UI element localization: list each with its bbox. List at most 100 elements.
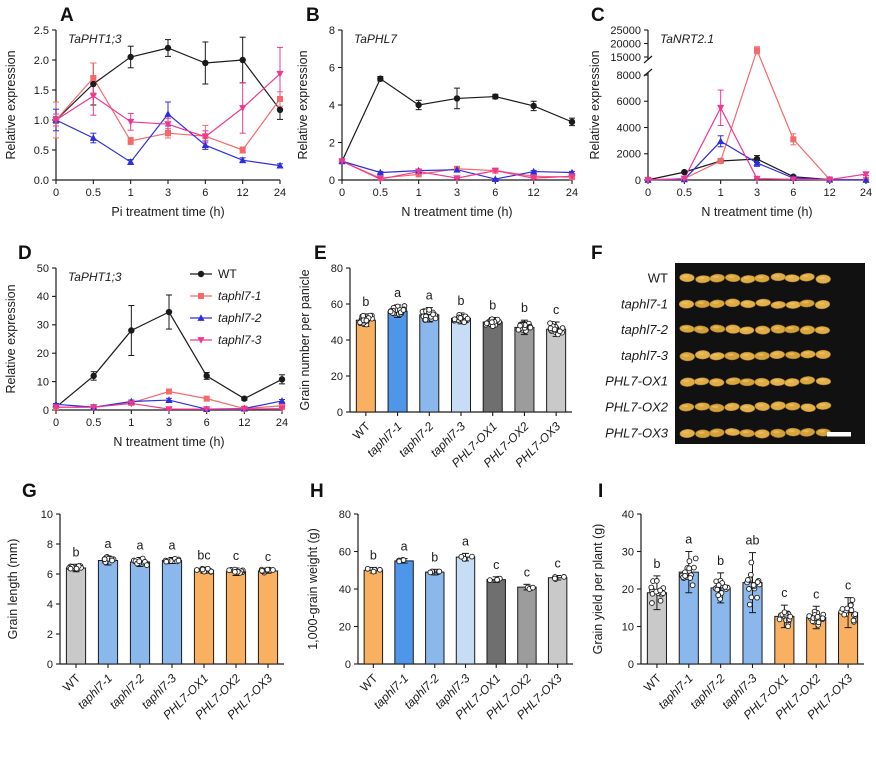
svg-text:b: b (521, 301, 528, 315)
svg-text:6: 6 (204, 417, 210, 429)
svg-text:24: 24 (274, 187, 286, 199)
svg-text:12: 12 (824, 187, 836, 199)
panel-D: D 0 10 20 30 40 50 0 0.5 1 3 6 12 24 N treatment time… (0, 230, 292, 480)
svg-text:1.5: 1.5 (34, 85, 49, 97)
svg-text:1.0: 1.0 (34, 115, 49, 127)
svg-text:Pi treatment time (h): Pi treatment time (h) (111, 205, 224, 219)
svg-text:WT: WT (218, 267, 237, 281)
svg-text:12: 12 (238, 417, 250, 429)
svg-text:N treatment time (h): N treatment time (h) (701, 205, 812, 219)
svg-text:c: c (524, 565, 530, 579)
svg-text:25000: 25000 (610, 25, 641, 37)
panel-G-label: G (22, 481, 37, 502)
panel-C: C 0 2000 4000 6000 8000 15000 20000 25000 0 0.5 1 3… (584, 0, 876, 230)
svg-text:1,000-grain weight (g): 1,000-grain weight (g) (306, 528, 320, 650)
svg-text:a: a (401, 540, 408, 554)
svg-text:a: a (169, 539, 176, 553)
svg-text:TaPHL7: TaPHL7 (354, 32, 398, 46)
panel-I: I 0 10 20 30 40 Grain yield per plant (g) b WT a… (585, 480, 876, 758)
svg-text:0.5: 0.5 (34, 145, 49, 157)
svg-text:60: 60 (331, 299, 343, 311)
svg-text:4: 4 (47, 599, 53, 611)
svg-text:40: 40 (37, 291, 49, 303)
svg-text:c: c (553, 303, 559, 317)
svg-text:30: 30 (37, 320, 49, 332)
svg-text:0: 0 (337, 407, 343, 419)
chart-D-svg: 0 10 20 30 40 50 0 0.5 1 3 6 12 24 N treatment time (… (4, 263, 288, 449)
svg-text:4000: 4000 (617, 122, 641, 134)
svg-text:40: 40 (331, 335, 343, 347)
panel-C-chart: 0 2000 4000 6000 8000 15000 20000 25000 0 0.5 1 3 6 1… (584, 0, 876, 235)
svg-text:taphl7-3: taphl7-3 (218, 333, 262, 347)
svg-text:0: 0 (43, 405, 49, 417)
panel-C-label: C (591, 5, 605, 26)
svg-text:3: 3 (166, 417, 172, 429)
svg-text:20000: 20000 (610, 38, 641, 50)
svg-text:Relative expression: Relative expression (4, 284, 18, 393)
svg-text:12: 12 (528, 187, 540, 199)
panel-B: B 0 2 4 6 8 0 0.5 1 3 6 12 24 N treatment time (h) Re… (292, 0, 584, 230)
svg-text:1: 1 (128, 417, 134, 429)
svg-text:0: 0 (628, 659, 634, 671)
svg-text:PHL7-OX1: PHL7-OX1 (605, 374, 668, 389)
svg-text:1: 1 (416, 187, 422, 199)
svg-text:40: 40 (339, 584, 351, 596)
svg-text:a: a (137, 539, 144, 553)
svg-text:24: 24 (276, 417, 288, 429)
svg-text:3: 3 (165, 187, 171, 199)
svg-text:taphl7-1: taphl7-1 (621, 296, 668, 311)
panel-G: G 0 2 4 6 8 10 Grain length (mm) b WT a taphl7-1 a t… (0, 480, 300, 758)
svg-text:50: 50 (37, 263, 49, 275)
svg-text:1: 1 (718, 187, 724, 199)
svg-text:0.5: 0.5 (677, 187, 692, 199)
svg-text:c: c (845, 579, 851, 593)
panel-I-label: I (598, 481, 604, 502)
svg-text:10: 10 (37, 376, 49, 388)
svg-text:a: a (394, 286, 401, 300)
panel-A-chart: 0.0 0.5 1.0 1.5 2.0 2.5 0 0.5 1 3 6 12 24 Pi treatmen… (0, 0, 292, 235)
svg-text:24: 24 (860, 187, 872, 199)
svg-text:PHL7-OX2: PHL7-OX2 (605, 400, 669, 415)
svg-text:20: 20 (37, 348, 49, 360)
svg-text:Relative expression: Relative expression (4, 50, 18, 159)
svg-text:b: b (362, 295, 369, 309)
svg-text:24: 24 (566, 187, 578, 199)
svg-text:2000: 2000 (617, 149, 641, 161)
svg-text:b: b (73, 545, 80, 559)
panel-A-label: A (60, 5, 74, 26)
svg-text:c: c (813, 587, 819, 601)
svg-text:TaPHT1;3: TaPHT1;3 (68, 270, 122, 284)
svg-text:WT: WT (60, 671, 84, 695)
svg-text:20: 20 (331, 371, 343, 383)
svg-text:80: 80 (339, 509, 351, 521)
svg-text:c: c (555, 557, 561, 571)
svg-text:c: c (781, 586, 787, 600)
panel-E-label: E (314, 243, 327, 264)
svg-text:0: 0 (645, 187, 651, 199)
panel-D-chart: 0 10 20 30 40 50 0 0.5 1 3 6 12 24 N treatment time (… (0, 230, 292, 485)
svg-text:40: 40 (622, 509, 634, 521)
svg-text:TaNRT2.1: TaNRT2.1 (660, 32, 714, 46)
svg-text:20: 20 (339, 621, 351, 633)
svg-text:Relative expression: Relative expression (588, 50, 602, 159)
svg-text:c: c (265, 550, 271, 564)
panel-H-chart: 0 20 40 60 80 1,000-grain weight (g) b WT a taphl… (300, 480, 585, 758)
svg-text:Grain length (mm): Grain length (mm) (6, 539, 20, 640)
svg-text:0: 0 (53, 417, 59, 429)
svg-text:a: a (426, 289, 433, 303)
svg-text:taphl7-3: taphl7-3 (621, 348, 669, 363)
svg-text:6: 6 (47, 569, 53, 581)
svg-text:c: c (233, 549, 239, 563)
panel-H: H 0 20 40 60 80 1,000-grain weight (g) b WT a tap… (300, 480, 585, 758)
svg-text:a: a (105, 537, 112, 551)
svg-text:2.0: 2.0 (34, 55, 49, 67)
photo-F-svg: WT taphl7-1 taphl7-2 taphl7-3 PHL7-OX1 PHL7-O… (605, 263, 865, 444)
svg-text:WT: WT (350, 419, 374, 443)
svg-text:6: 6 (790, 187, 796, 199)
svg-text:6: 6 (329, 62, 335, 74)
